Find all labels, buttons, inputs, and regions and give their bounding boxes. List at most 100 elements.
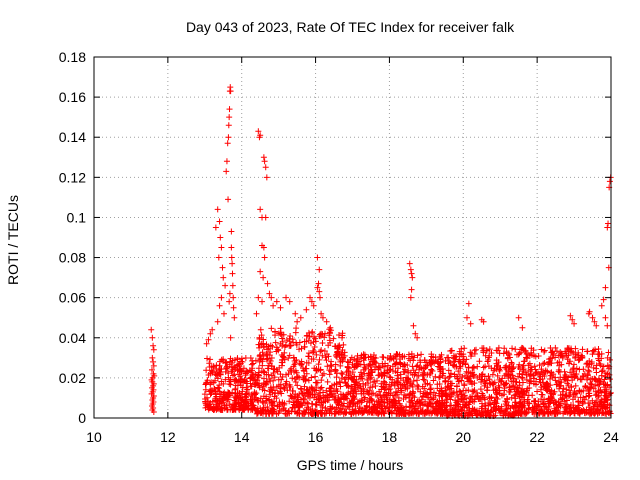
data-point [295,402,302,409]
data-point [307,294,314,301]
data-point [361,370,368,377]
data-point [586,358,593,365]
data-point [548,360,555,367]
data-point [344,395,351,402]
data-point [474,392,481,399]
data-point [488,407,495,414]
data-point [207,381,214,388]
data-point [371,366,378,373]
data-point [458,351,465,358]
data-point [602,314,609,321]
data-point [455,358,462,365]
data-point [308,356,315,363]
data-point [576,387,583,394]
data-point [600,363,607,370]
data-point [373,409,380,416]
data-point [286,352,293,359]
data-point [219,264,226,271]
data-point [332,410,339,417]
data-point [222,376,229,383]
data-point [260,336,267,343]
data-point [420,365,427,372]
data-point [328,363,335,370]
data-point [406,398,413,405]
data-point [466,411,473,418]
data-point [305,353,312,360]
data-point [311,391,318,398]
data-point [335,332,342,339]
data-point [327,384,334,391]
x-tick-label: 12 [160,429,176,445]
data-point [566,387,573,394]
data-point [397,385,404,392]
data-point [536,362,543,369]
data-point [442,375,449,382]
data-point [342,394,349,401]
data-point [150,362,157,369]
data-point [592,382,599,389]
data-point [409,392,416,399]
data-point [522,369,529,376]
data-point [595,357,602,364]
data-point [401,368,408,375]
data-point [342,379,349,386]
data-point [368,408,375,415]
data-point [148,326,155,333]
data-point [570,361,577,368]
data-point [480,347,487,354]
data-point [520,388,527,395]
data-point [465,364,472,371]
data-point [339,334,346,341]
data-point [260,383,267,390]
data-point [374,410,381,417]
data-point [390,355,397,362]
data-point [268,325,275,332]
data-point [300,399,307,406]
data-point [367,362,374,369]
data-point [269,402,276,409]
data-point [276,364,283,371]
data-point [301,338,308,345]
data-point [420,376,427,383]
data-point [251,389,258,396]
data-point [316,266,323,273]
data-point [405,351,412,358]
data-point [220,393,227,400]
data-point [552,407,559,414]
data-point [409,363,416,370]
data-point [413,409,420,416]
data-point [327,403,334,410]
data-point [384,396,391,403]
data-point [532,353,539,360]
data-point [531,404,538,411]
data-point [387,374,394,381]
data-point [435,363,442,370]
data-point [247,374,254,381]
data-point [309,400,316,407]
data-point [355,408,362,415]
data-point [274,368,281,375]
data-point [455,368,462,375]
data-point [585,367,592,374]
data-point [457,388,464,395]
data-point [557,403,564,410]
data-point [318,377,325,384]
data-point [586,368,593,375]
data-point [465,378,472,385]
data-point [352,378,359,385]
data-point [516,393,523,400]
data-point [567,312,574,319]
data-point [375,363,382,370]
data-point [414,362,421,369]
data-point [292,408,299,415]
data-point [461,407,468,414]
data-point [462,372,469,379]
data-point [313,367,320,374]
data-point [406,391,413,398]
data-point [213,406,220,413]
data-point [542,385,549,392]
data-point [351,394,358,401]
data-point [557,382,564,389]
data-point [493,391,500,398]
data-point [326,326,333,333]
